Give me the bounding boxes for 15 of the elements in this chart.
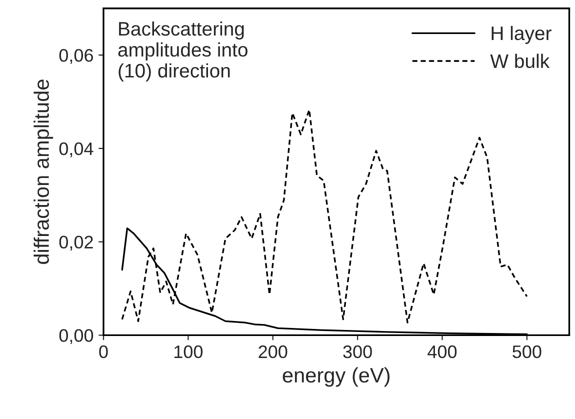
x-tick-label: 100 xyxy=(174,345,203,358)
x-tick-label: 300 xyxy=(343,345,372,358)
x-tick-label: 400 xyxy=(428,345,457,358)
x-tick-label: 200 xyxy=(258,345,288,358)
y-axis-title: diffraction amplitude xyxy=(34,80,54,264)
annotation: Backscattering amplitudes into (10) direction xyxy=(118,21,248,82)
legend-label: H layer xyxy=(492,26,552,44)
y-tick-label: 0,02 xyxy=(59,236,93,251)
y-tick-label: 0,04 xyxy=(59,142,94,158)
x-tick-label: 0 xyxy=(99,345,108,358)
x-tick-label: 500 xyxy=(512,345,542,358)
y-tick-label: 0,00 xyxy=(59,329,94,344)
legend-label: W bulk xyxy=(490,54,550,68)
y-tick-label: 0,06 xyxy=(59,49,93,64)
x-axis-title: energy (eV) xyxy=(282,367,390,387)
